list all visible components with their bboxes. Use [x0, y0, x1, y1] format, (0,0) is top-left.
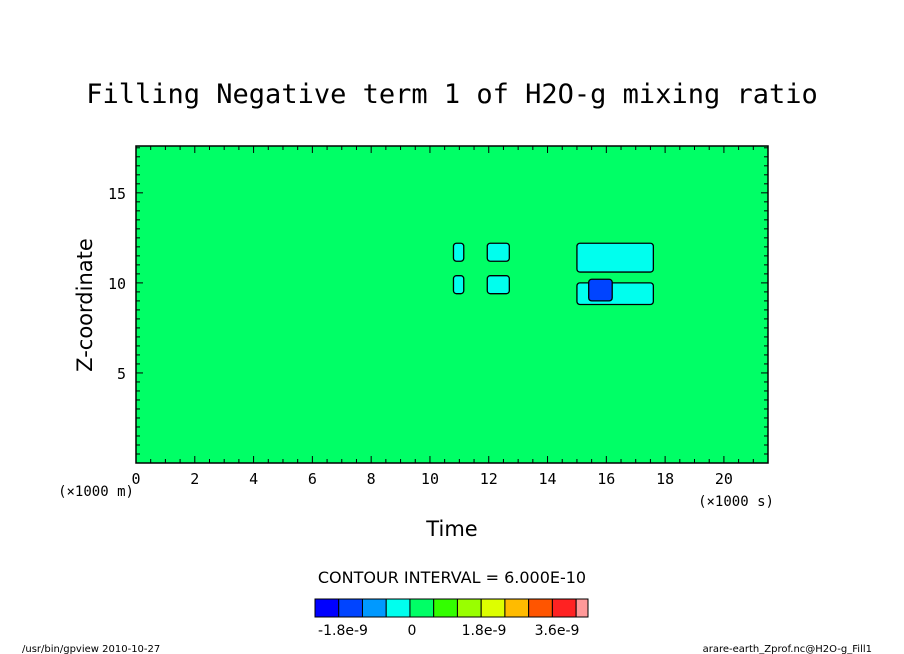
contour-region-3: [486, 242, 510, 262]
plot-frame: [135, 145, 769, 464]
contour-region-7: [588, 278, 613, 302]
x-tick-label: 2: [190, 470, 199, 488]
footer-left: /usr/bin/gpview 2010-10-27: [22, 644, 160, 654]
y-axis-label: Z-coordinate: [73, 238, 97, 372]
contour-region-4: [486, 275, 510, 295]
x-tick-label: 20: [715, 470, 733, 488]
colorbar-swatch: [575, 598, 589, 618]
x-tick-label: 10: [421, 470, 439, 488]
plot-area: [135, 145, 769, 464]
y-tick-label: 15: [108, 185, 126, 203]
chart-title: Filling Negative term 1 of H2O-g mixing …: [86, 79, 818, 110]
colorbar-swatch: [528, 598, 553, 618]
contour-region-2: [452, 275, 465, 295]
x-tick-label: 6: [308, 470, 317, 488]
x-tick-label: 14: [539, 470, 557, 488]
y-tick-label: 5: [117, 365, 126, 383]
colorbar-swatch: [361, 598, 387, 618]
colorbar: [314, 598, 589, 618]
colorbar-labels: -1.8e-9 0 1.8e-9 3.6e-9: [318, 623, 579, 639]
colorbar-swatch: [480, 598, 506, 618]
plot-background: [136, 146, 768, 463]
y-tick-label: 10: [108, 275, 126, 293]
x-tick-label: 8: [367, 470, 376, 488]
x-tick-label: 16: [597, 470, 615, 488]
contour-region-5: [576, 242, 655, 273]
colorbar-swatch: [385, 598, 411, 618]
colorbar-swatch: [456, 598, 482, 618]
footer-right: arare-earth_Zprof.nc@H2O-g_Fill1: [703, 644, 872, 654]
colorbar-label: 0: [408, 623, 417, 639]
colorbar-swatch: [504, 598, 530, 618]
colorbar-swatch: [433, 598, 458, 618]
colorbar-label: 1.8e-9: [462, 623, 507, 639]
x-axis-label: Time: [425, 517, 477, 541]
colorbar-swatch: [409, 598, 435, 618]
contour-region-1: [452, 242, 465, 262]
y-unit-label: (×1000 m): [58, 484, 134, 500]
x-unit-label: (×1000 s): [698, 494, 774, 510]
x-tick-label: 0: [131, 470, 140, 488]
colorbar-swatch: [551, 598, 577, 618]
colorbar-label: 3.6e-9: [535, 623, 580, 639]
x-axis-ticks: 0 2 4 6 8 10 12 14 16 18 20: [131, 146, 754, 488]
x-tick-label: 18: [656, 470, 674, 488]
contour-interval: CONTOUR INTERVAL = 6.000E-10: [318, 568, 586, 587]
x-tick-label: 4: [249, 470, 258, 488]
x-tick-label: 12: [480, 470, 498, 488]
colorbar-swatch: [314, 598, 340, 618]
colorbar-swatch: [338, 598, 363, 618]
colorbar-label: -1.8e-9: [318, 623, 368, 639]
y-axis-ticks: 5 10 15: [108, 147, 768, 455]
